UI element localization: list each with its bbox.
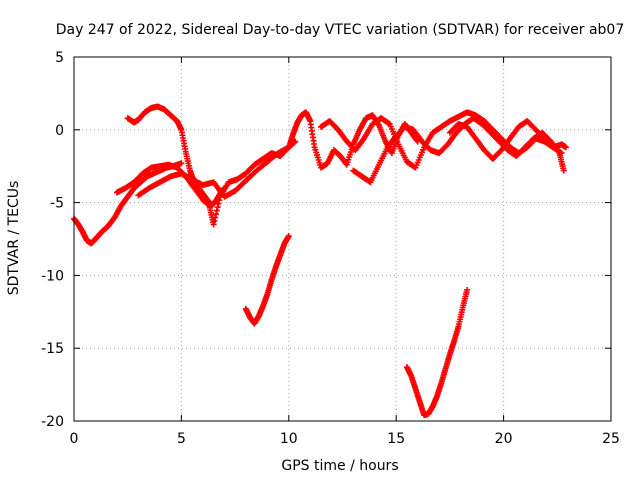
data-point — [178, 160, 185, 167]
data-point — [212, 214, 219, 221]
chart-title: Day 247 of 2022, Sidereal Day-to-day VTE… — [56, 22, 625, 38]
plot-frame — [73, 56, 612, 422]
x-axis-label: GPS time / hours — [281, 458, 398, 474]
data-point — [560, 167, 567, 174]
data-point — [464, 286, 471, 293]
data-point — [211, 217, 218, 224]
x-tick-label: 10 — [280, 431, 298, 447]
series-track-9 — [242, 233, 292, 327]
series-track-5 — [285, 109, 421, 171]
axis-layer: 0 5 10 15 20 25 -20 -15 -10 -5 0 5 — [41, 50, 620, 447]
data-point — [285, 233, 292, 240]
series-track-6 — [318, 109, 565, 171]
x-tick-label: 0 — [70, 431, 79, 447]
series-track-4 — [135, 138, 299, 200]
series-track-10 — [403, 286, 471, 419]
data-point — [213, 211, 220, 218]
y-tick-label: -15 — [41, 341, 64, 357]
data-point — [216, 197, 223, 204]
y-tick-label: 5 — [55, 50, 64, 66]
series-layer — [71, 103, 569, 419]
data-point — [210, 221, 217, 228]
data-point — [215, 200, 222, 207]
series-track-1 — [71, 160, 185, 247]
y-tick-label: -5 — [50, 196, 64, 212]
series-track-8 — [446, 118, 569, 162]
y-tick-label: 0 — [55, 123, 64, 139]
x-tick-label: 20 — [495, 431, 513, 447]
data-point — [562, 144, 569, 151]
data-point — [214, 204, 221, 211]
x-tick-label: 15 — [387, 431, 405, 447]
x-tick-label: 25 — [602, 431, 620, 447]
y-axis-label: SDTVAR / TECUs — [6, 181, 22, 296]
data-point — [213, 207, 220, 214]
x-tick-label: 5 — [177, 431, 186, 447]
y-tick-label: -10 — [41, 268, 64, 284]
y-tick-label: -20 — [41, 414, 64, 430]
grid-layer — [74, 57, 611, 421]
